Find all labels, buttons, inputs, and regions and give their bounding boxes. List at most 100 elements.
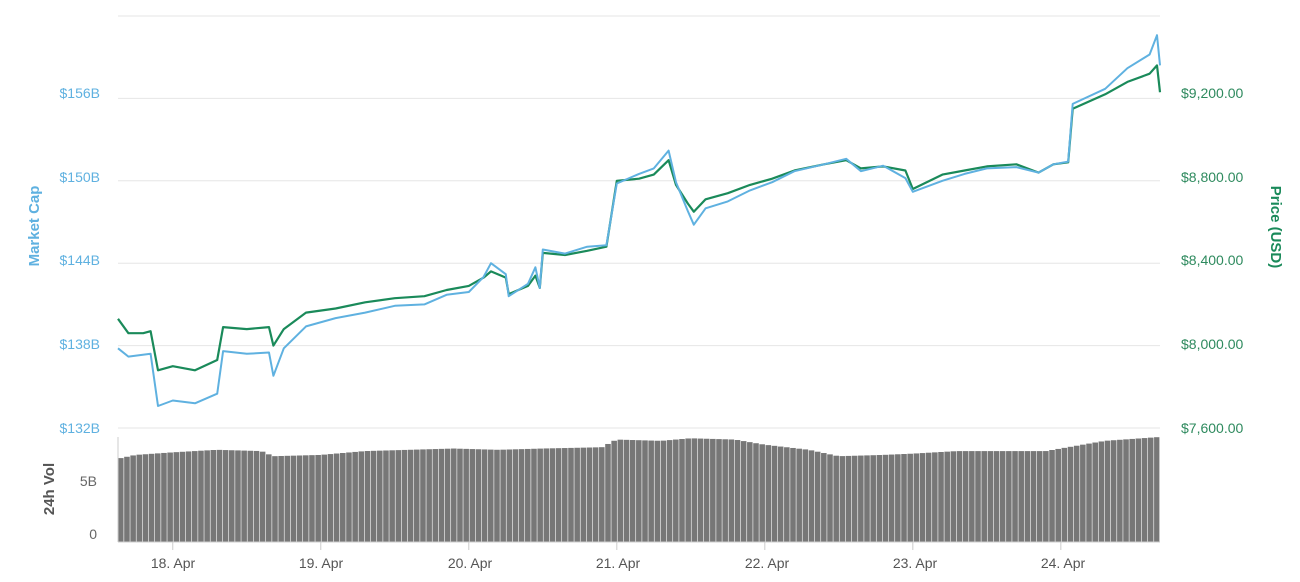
volume-bar[interactable] — [512, 449, 519, 542]
volume-bar[interactable] — [987, 451, 994, 542]
volume-bar[interactable] — [155, 453, 161, 542]
volume-bar[interactable] — [938, 452, 944, 542]
volume-bar[interactable] — [623, 439, 630, 542]
volume-bar[interactable] — [383, 450, 389, 542]
volume-bar[interactable] — [962, 451, 969, 542]
volume-bar[interactable] — [167, 452, 173, 542]
volume-bar[interactable] — [1043, 451, 1049, 542]
volume-bar[interactable] — [654, 440, 661, 542]
volume-bar[interactable] — [537, 448, 543, 542]
volume-bar[interactable] — [1092, 442, 1098, 542]
volume-bar[interactable] — [451, 448, 457, 542]
volume-bar[interactable] — [500, 449, 506, 542]
volume-bar[interactable] — [790, 447, 796, 542]
volume-bar[interactable] — [611, 440, 617, 542]
volume-bar[interactable] — [315, 454, 321, 542]
volume-bar[interactable] — [925, 452, 932, 542]
volume-bar[interactable] — [463, 448, 469, 542]
volume-bar[interactable] — [222, 450, 229, 542]
volume-bar[interactable] — [759, 444, 765, 542]
volume-bar[interactable] — [753, 443, 759, 542]
volume-bar[interactable] — [179, 451, 186, 542]
market-cap-line[interactable] — [117, 34, 1161, 407]
volume-bar[interactable] — [555, 448, 562, 542]
volume-bar[interactable] — [1049, 450, 1055, 542]
volume-bar[interactable] — [876, 455, 883, 542]
volume-bar[interactable] — [333, 453, 340, 542]
volume-bar[interactable] — [944, 451, 950, 542]
volume-bar[interactable] — [340, 453, 346, 542]
volume-bar[interactable] — [321, 454, 328, 542]
price-line[interactable] — [117, 64, 1162, 372]
volume-bar[interactable] — [266, 454, 272, 542]
volume-bar[interactable] — [414, 449, 420, 542]
volume-bar[interactable] — [327, 454, 334, 542]
volume-bar[interactable] — [1024, 451, 1031, 542]
volume-bar[interactable] — [648, 440, 654, 542]
volume-bar[interactable] — [802, 449, 809, 542]
volume-bar[interactable] — [814, 451, 821, 542]
volume-bar[interactable] — [950, 451, 957, 542]
volume-bar[interactable] — [629, 440, 636, 542]
volume-bar[interactable] — [173, 452, 180, 542]
volume-bar[interactable] — [728, 439, 735, 542]
volume-bar[interactable] — [278, 455, 284, 542]
volume-bar[interactable] — [592, 447, 599, 542]
volume-bar[interactable] — [1135, 438, 1142, 543]
volume-bar[interactable] — [1067, 446, 1074, 542]
volume-bar[interactable] — [703, 438, 710, 542]
volume-bar[interactable] — [192, 451, 198, 542]
volume-bar[interactable] — [932, 452, 938, 542]
volume-bar[interactable] — [919, 453, 926, 542]
volume-bar[interactable] — [907, 453, 913, 542]
volume-bar[interactable] — [272, 456, 278, 542]
volume-bar[interactable] — [389, 450, 395, 542]
volume-bar[interactable] — [888, 454, 895, 542]
volume-bar[interactable] — [1012, 451, 1018, 542]
volume-bar[interactable] — [229, 450, 235, 542]
volume-bar[interactable] — [771, 445, 778, 542]
volume-bar[interactable] — [1080, 444, 1086, 542]
volume-bar[interactable] — [1006, 451, 1012, 542]
volume-bar[interactable] — [969, 451, 975, 542]
volume-bar[interactable] — [210, 450, 217, 542]
volume-bar[interactable] — [981, 451, 987, 542]
volume-bar[interactable] — [722, 439, 728, 542]
volume-bar[interactable] — [975, 451, 981, 542]
volume-bar[interactable] — [1030, 451, 1037, 542]
volume-bar[interactable] — [235, 450, 241, 542]
volume-bar[interactable] — [851, 455, 858, 542]
volume-bar[interactable] — [666, 440, 673, 542]
volume-bar[interactable] — [858, 455, 864, 542]
volume-bar[interactable] — [506, 449, 513, 542]
volume-bar[interactable] — [481, 449, 488, 542]
volume-bar[interactable] — [870, 455, 876, 542]
volume-bar[interactable] — [1086, 443, 1092, 542]
volume-bar[interactable] — [475, 449, 482, 542]
volume-bar[interactable] — [438, 448, 445, 542]
volume-bar[interactable] — [1147, 437, 1154, 542]
volume-bar[interactable] — [525, 448, 531, 542]
volume-bar[interactable] — [1018, 451, 1024, 542]
volume-bar[interactable] — [352, 451, 358, 542]
volume-bar[interactable] — [370, 450, 377, 542]
volume-bar[interactable] — [1141, 438, 1148, 542]
volume-bar[interactable] — [747, 442, 753, 542]
volume-bar[interactable] — [518, 449, 525, 542]
volume-bar[interactable] — [185, 451, 192, 542]
volume-bar[interactable] — [309, 455, 315, 542]
volume-bar[interactable] — [161, 452, 167, 542]
volume-bar[interactable] — [420, 449, 426, 542]
volume-bar[interactable] — [136, 454, 143, 542]
volume-bar[interactable] — [913, 453, 920, 542]
volume-bar[interactable] — [784, 447, 790, 542]
volume-bar[interactable] — [636, 440, 642, 542]
volume-bar[interactable] — [1104, 440, 1111, 542]
volume-bar[interactable] — [895, 454, 901, 542]
volume-bar[interactable] — [586, 447, 593, 542]
volume-bar[interactable] — [1073, 445, 1080, 542]
volume-bar[interactable] — [296, 455, 303, 542]
volume-bar[interactable] — [1123, 439, 1129, 542]
volume-bar[interactable] — [130, 455, 136, 542]
volume-bar[interactable] — [247, 450, 254, 542]
